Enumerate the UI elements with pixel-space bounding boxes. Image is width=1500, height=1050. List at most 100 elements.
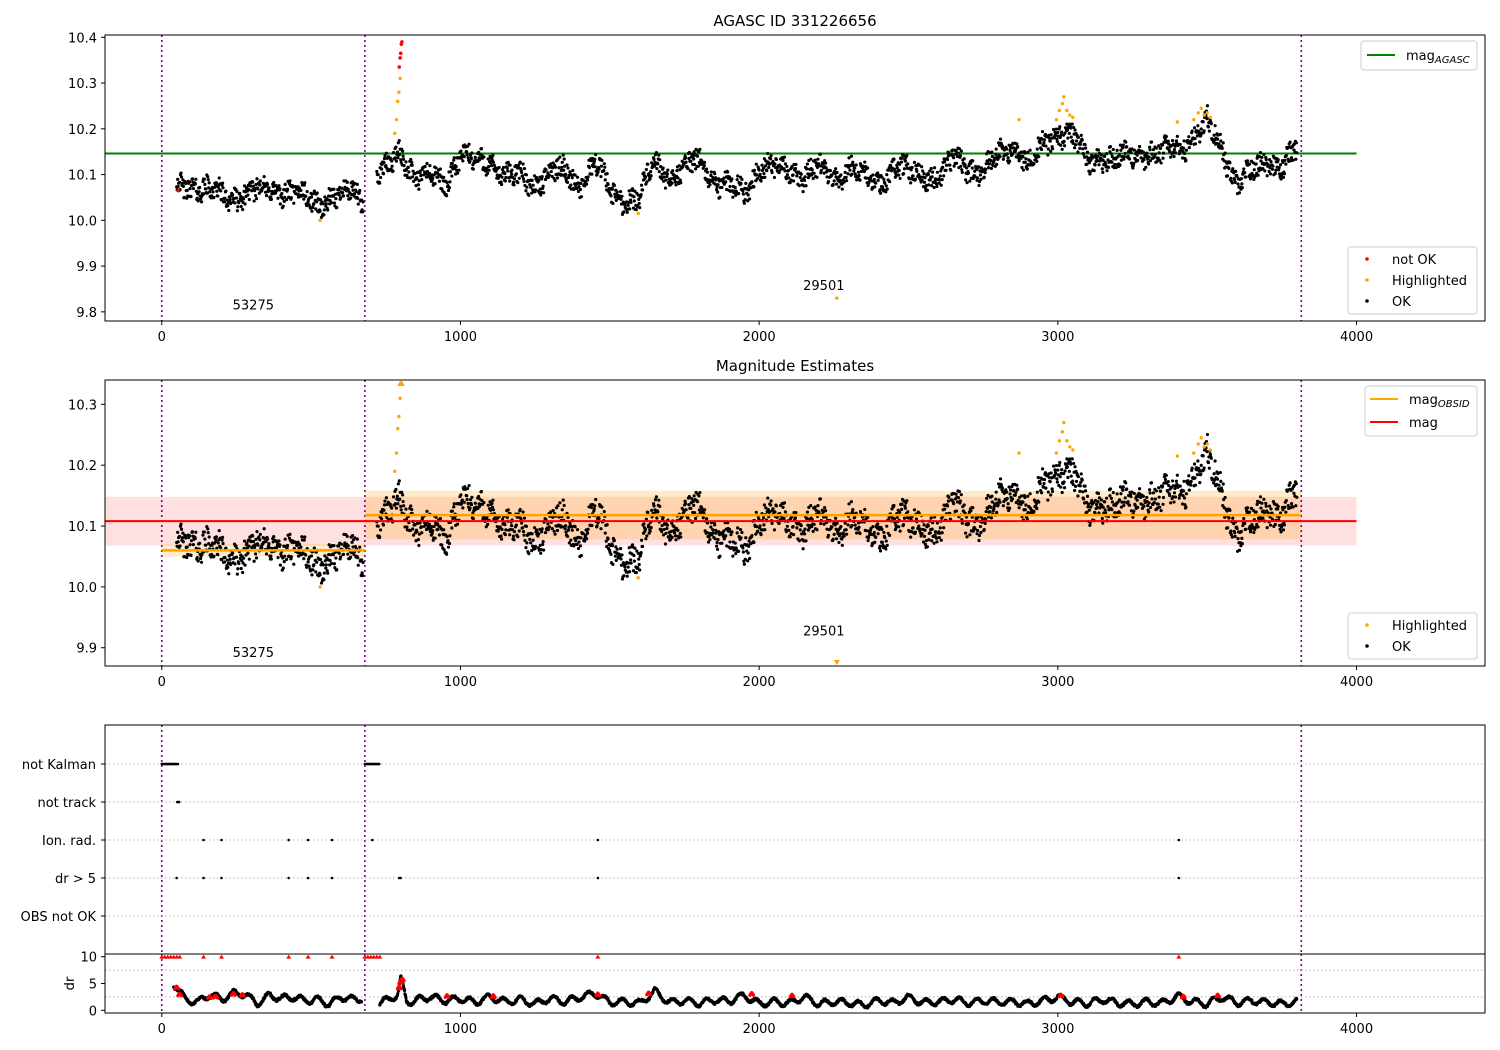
- ok-point: [444, 552, 449, 556]
- ok-point: [281, 566, 285, 570]
- ok-point: [521, 162, 525, 166]
- ok-point: [1177, 496, 1181, 500]
- ok-point: [1038, 141, 1042, 145]
- ok-point: [206, 175, 210, 179]
- ok-point: [1076, 475, 1081, 479]
- ok-point: [425, 161, 429, 166]
- ok-point: [703, 508, 707, 512]
- ok-point: [1055, 477, 1059, 481]
- ok-point: [623, 565, 627, 569]
- ok-point: [918, 527, 922, 531]
- ok-point: [698, 490, 702, 495]
- ok-point: [558, 155, 562, 159]
- ok-point: [1103, 508, 1107, 512]
- ok-point: [237, 561, 241, 566]
- ok-point: [459, 502, 464, 506]
- ok-point: [795, 526, 799, 530]
- obsid-label: 29501: [803, 625, 844, 640]
- not-ok-point: [176, 188, 180, 193]
- highlighted-point: [1199, 106, 1203, 110]
- ok-point: [191, 543, 196, 547]
- ok-point: [467, 484, 471, 488]
- ok-point: [705, 170, 710, 174]
- ok-point: [639, 538, 644, 542]
- ok-point: [718, 554, 722, 558]
- highlighted-point: [394, 117, 399, 122]
- ok-point: [801, 547, 805, 551]
- ok-point: [321, 563, 326, 567]
- ok-point: [1228, 508, 1232, 512]
- ok-point: [632, 195, 636, 199]
- ok-point: [913, 530, 918, 534]
- ok-point: [939, 538, 943, 542]
- ok-point: [463, 485, 467, 489]
- ok-point: [715, 544, 719, 548]
- ok-point: [1125, 145, 1129, 149]
- ok-point: [922, 523, 926, 527]
- ok-point: [786, 169, 790, 173]
- ok-point: [214, 184, 218, 188]
- ok-point: [1008, 492, 1012, 496]
- ok-point: [1078, 142, 1082, 146]
- ok-point: [276, 196, 280, 200]
- ok-point: [800, 532, 804, 536]
- ok-point: [1230, 535, 1234, 539]
- ok-point: [959, 164, 963, 168]
- ok-point: [714, 528, 718, 532]
- ok-point: [942, 174, 946, 178]
- highlighted-point: [1202, 113, 1206, 117]
- ok-point: [815, 528, 819, 532]
- ok-point: [235, 189, 239, 194]
- ok-point: [605, 172, 609, 176]
- ok-point: [990, 494, 994, 498]
- ok-point: [232, 556, 236, 560]
- ok-point: [1110, 160, 1114, 164]
- ok-point: [321, 202, 326, 206]
- ok-point: [1276, 158, 1280, 162]
- ok-point: [1016, 145, 1020, 149]
- ok-point: [437, 179, 442, 183]
- ok-point: [531, 538, 535, 542]
- ok-point: [432, 524, 436, 529]
- ok-point: [1157, 495, 1161, 499]
- ok-point: [1069, 135, 1073, 139]
- ok-point: [747, 197, 752, 201]
- ok-point: [1060, 130, 1064, 134]
- ok-point: [809, 157, 813, 161]
- ok-point: [246, 551, 250, 555]
- ok-point: [1172, 500, 1176, 504]
- ok-point: [946, 154, 951, 158]
- ok-point: [1262, 152, 1266, 157]
- ok-point: [322, 578, 326, 582]
- ok-point: [1215, 477, 1220, 481]
- ok-point: [491, 160, 496, 164]
- ok-point: [416, 183, 420, 187]
- ok-point: [586, 527, 590, 531]
- ok-point: [491, 498, 495, 502]
- ok-point: [653, 498, 658, 502]
- ok-point: [417, 179, 421, 183]
- ok-point: [288, 532, 292, 536]
- ok-point: [850, 524, 854, 528]
- ok-point: [300, 535, 304, 539]
- ok-point: [795, 174, 799, 178]
- ok-point: [639, 183, 644, 187]
- ok-point: [778, 168, 782, 172]
- ok-point: [318, 198, 323, 202]
- ok-point: [714, 178, 718, 182]
- ok-point: [214, 181, 218, 185]
- ok-point: [711, 175, 715, 179]
- ok-point: [177, 534, 182, 538]
- ok-point: [600, 158, 604, 162]
- ok-point: [656, 162, 660, 166]
- ok-point: [1261, 167, 1265, 171]
- ok-point: [1219, 139, 1223, 143]
- ok-point: [869, 179, 874, 183]
- ok-point: [917, 163, 921, 167]
- ok-point: [1247, 162, 1252, 166]
- ok-point: [468, 159, 472, 163]
- ok-point: [1291, 505, 1295, 509]
- ok-point: [1005, 152, 1009, 156]
- ok-point: [428, 164, 432, 168]
- ok-point: [679, 535, 683, 539]
